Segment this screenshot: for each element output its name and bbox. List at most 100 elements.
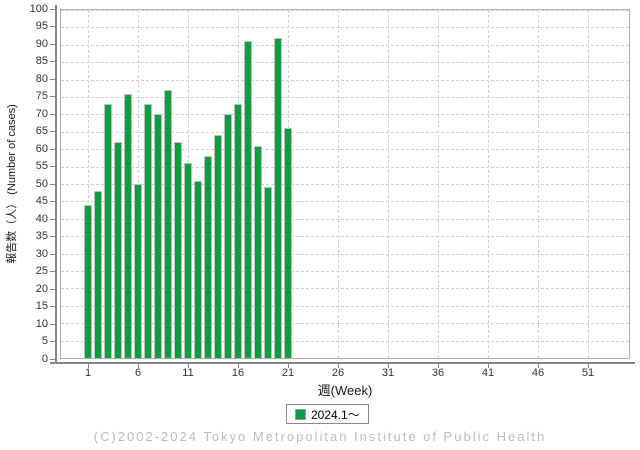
bar-week-16	[234, 104, 242, 358]
y-tick	[50, 236, 55, 237]
y-tick	[50, 219, 55, 220]
h-gridline	[61, 62, 629, 63]
bar-week-1	[84, 205, 92, 358]
y-tick-label: 35	[35, 230, 48, 242]
bar-week-11	[184, 163, 192, 358]
bar-week-3	[104, 104, 112, 358]
y-tick-label: 10	[35, 318, 48, 330]
y-tick	[50, 289, 55, 290]
y-tick	[50, 114, 55, 115]
legend-swatch-icon	[295, 408, 306, 420]
v-gridline	[338, 10, 339, 358]
h-gridline	[61, 149, 629, 150]
h-gridline	[61, 167, 629, 168]
y-tick	[50, 254, 55, 255]
v-gridline	[388, 10, 389, 358]
bar-week-19	[264, 187, 272, 358]
y-tick-label: 45	[35, 195, 48, 207]
h-gridline	[61, 323, 629, 324]
y-tick	[50, 341, 55, 342]
y-tick	[50, 79, 55, 80]
h-gridline	[61, 306, 629, 307]
y-tick	[50, 166, 55, 167]
bar-week-20	[274, 38, 282, 358]
y-tick-label: 70	[35, 108, 48, 120]
v-gridline	[438, 10, 439, 358]
h-gridline	[61, 219, 629, 220]
bar-week-15	[224, 114, 232, 358]
y-tick-label: 80	[35, 73, 48, 85]
bar-week-21	[284, 128, 292, 358]
y-tick-label: 90	[35, 38, 48, 50]
bar-week-4	[114, 142, 122, 358]
bar-week-2	[94, 191, 102, 358]
bar-week-6	[134, 184, 142, 358]
legend: 2024.1～	[286, 404, 369, 424]
bar-week-13	[204, 156, 212, 358]
bar-week-12	[194, 181, 202, 358]
x-tick	[338, 364, 339, 368]
x-tick	[288, 364, 289, 368]
x-tick-label: 16	[231, 367, 245, 379]
h-gridline	[61, 201, 629, 202]
x-tick	[538, 364, 539, 368]
x-tick	[88, 364, 89, 368]
h-gridline	[61, 97, 629, 98]
y-tick	[50, 359, 55, 360]
x-tick	[388, 364, 389, 368]
y-tick	[50, 131, 55, 132]
copyright-text: (C)2002-2024 Tokyo Metropolitan Institut…	[93, 429, 547, 444]
h-gridline	[61, 236, 629, 237]
x-tick	[588, 364, 589, 368]
x-tick-label: 36	[431, 367, 445, 379]
y-tick-label: 40	[35, 213, 48, 225]
h-gridline	[61, 132, 629, 133]
h-gridline	[61, 341, 629, 342]
h-gridline	[61, 288, 629, 289]
y-tick	[50, 201, 55, 202]
y-tick-label: 25	[35, 265, 48, 277]
plot-area	[60, 9, 630, 359]
bar-week-18	[254, 146, 262, 358]
v-gridline	[588, 10, 589, 358]
bar-week-8	[154, 114, 162, 358]
bar-week-7	[144, 104, 152, 358]
y-tick	[50, 271, 55, 272]
v-gridline	[88, 10, 89, 358]
x-axis-title: 週(Week)	[317, 383, 373, 398]
y-tick	[50, 306, 55, 307]
h-gridline	[61, 254, 629, 255]
v-gridline	[488, 10, 489, 358]
y-tick	[50, 44, 55, 45]
y-tick	[50, 184, 55, 185]
x-tick	[238, 364, 239, 368]
x-tick	[438, 364, 439, 368]
y-tick-label: 5	[41, 335, 48, 347]
x-tick	[488, 364, 489, 368]
y-tick-label: 60	[35, 143, 48, 155]
bar-week-5	[124, 94, 132, 358]
h-gridline	[61, 27, 629, 28]
x-tick	[188, 364, 189, 368]
bar-week-14	[214, 135, 222, 358]
h-gridline	[61, 10, 629, 11]
y-tick-label: 75	[35, 90, 48, 102]
bar-week-17	[244, 41, 252, 358]
h-gridline	[61, 184, 629, 185]
h-gridline	[61, 114, 629, 115]
x-tick-label: 1	[84, 367, 92, 379]
x-tick-label: 46	[531, 367, 545, 379]
x-tick-label: 31	[381, 367, 395, 379]
y-tick-label: 30	[35, 248, 48, 260]
y-tick	[50, 9, 55, 10]
x-tick-label: 41	[481, 367, 495, 379]
x-tick-label: 26	[331, 367, 345, 379]
y-axis-line	[55, 5, 57, 363]
y-tick-label: 65	[35, 125, 48, 137]
y-tick-label: 50	[35, 178, 48, 190]
x-tick	[138, 364, 139, 368]
legend-label: 2024.1～	[311, 407, 360, 422]
y-tick-label: 85	[35, 55, 48, 67]
y-tick	[50, 149, 55, 150]
